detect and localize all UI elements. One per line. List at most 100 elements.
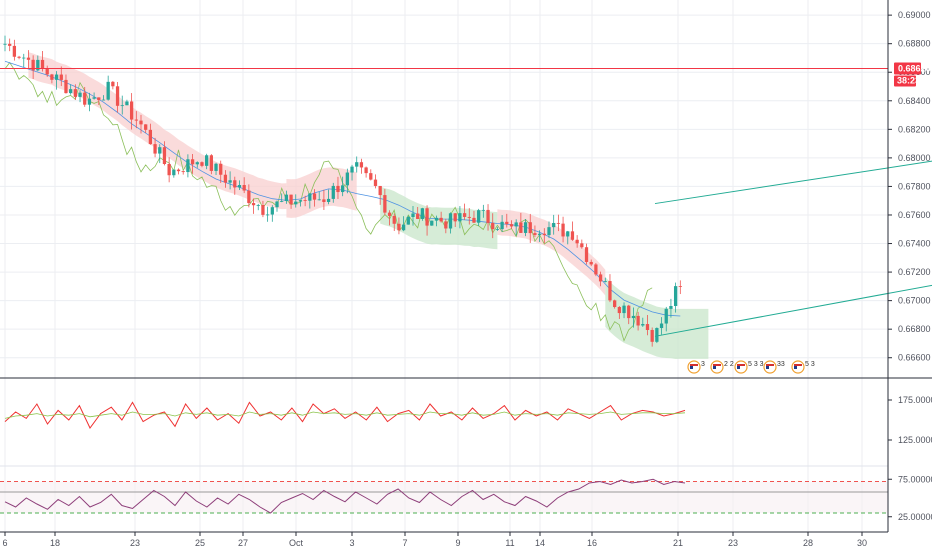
candle-body: [312, 193, 317, 200]
cloud-area: [605, 277, 709, 359]
candle-body: [561, 223, 565, 237]
time-scale[interactable]: 6 18 23 25 27 Oct 3 7 9 11 14 16 21 23 28 30: [2, 532, 867, 548]
osc-line: [4, 478, 686, 514]
candle-body: [125, 101, 129, 106]
candle-body: [195, 162, 199, 165]
candle-body: [326, 198, 331, 202]
candle-body: [256, 205, 260, 206]
candle-body: [359, 162, 364, 168]
candle-body: [8, 43, 12, 46]
candle-body: [486, 209, 490, 223]
rsi-line: [4, 401, 686, 429]
candle-body: [233, 180, 237, 188]
candle-body: [341, 185, 345, 193]
candle-body: [139, 120, 143, 125]
candle-body: [458, 213, 462, 222]
candle-body: [265, 214, 270, 216]
time-tick-label: 7: [402, 538, 407, 548]
candle-body: [144, 124, 148, 130]
price-tick-label: 0.68000: [898, 153, 931, 163]
candle-body: [369, 173, 373, 180]
event-marker: 5 3 3: [734, 360, 764, 374]
price-tick-label: 0.67400: [898, 239, 931, 249]
economic-events-row[interactable]: 3 2 2 5 3 3 33 5 3: [687, 360, 815, 374]
candle-body: [73, 89, 77, 97]
price-channel[interactable]: [654, 41, 932, 337]
rsi-indicator-pane: 175.00000 125.00000: [4, 395, 932, 445]
candle-body: [148, 129, 153, 145]
candle-body: [659, 323, 664, 329]
candle-body: [26, 57, 31, 60]
candle-body: [162, 147, 167, 165]
candle-body: [317, 199, 321, 201]
time-tick-label: 27: [238, 538, 248, 548]
candle-body: [542, 233, 546, 236]
flag-stripe: [713, 364, 721, 366]
candle-body: [598, 274, 603, 282]
candle-body: [500, 221, 504, 230]
candle-body: [22, 57, 26, 59]
candle-body: [87, 98, 92, 105]
candle-body: [69, 89, 73, 94]
flag-stripe: [794, 364, 802, 366]
osc-tick-label: 25.00000: [898, 512, 932, 522]
us-flag-icon: [687, 360, 701, 374]
oscillator-indicator-pane: 75.00000 25.00000: [0, 474, 932, 522]
candle-body: [50, 74, 54, 80]
time-tick-label: 21: [673, 538, 683, 548]
event-marker: 33: [763, 360, 785, 374]
candle-body: [190, 159, 195, 165]
us-flag-icon: [710, 360, 724, 374]
candle-body: [472, 217, 476, 223]
candle-body: [83, 92, 87, 105]
time-tick-label: 18: [50, 538, 60, 548]
candle-body: [411, 213, 415, 217]
candle-body: [270, 207, 274, 215]
candle-body: [298, 200, 303, 202]
candle-body: [519, 222, 523, 233]
candle-body: [12, 45, 17, 57]
time-tick-label: 11: [505, 538, 514, 548]
candle-body: [101, 99, 106, 101]
candle-body: [641, 324, 645, 326]
candle-body: [331, 185, 335, 199]
candle-body: [533, 233, 537, 235]
candle-body: [613, 300, 617, 308]
candlestick-series: [3, 35, 682, 347]
event-marker: 3: [687, 360, 705, 374]
candle-body: [59, 74, 63, 80]
event-marker: 5 3: [791, 360, 815, 374]
event-label: 33: [777, 361, 785, 368]
time-tick-label: 23: [130, 538, 140, 548]
candle-body: [40, 59, 45, 69]
candle-body: [622, 305, 626, 314]
candle-body: [462, 213, 467, 217]
candle-body: [566, 231, 570, 237]
price-tick-label: 0.68800: [898, 39, 931, 49]
rsi-tick-label: 125.00000: [898, 435, 932, 445]
candle-body: [673, 286, 678, 307]
osc-tick-label: 75.00000: [898, 474, 932, 484]
candle-body: [420, 208, 425, 219]
candle-body: [481, 209, 485, 211]
candle-body: [514, 222, 518, 227]
flag-canton: [713, 366, 716, 369]
time-tick-label: 23: [728, 538, 738, 548]
event-label: 2 2: [724, 361, 734, 368]
candle-body: [636, 315, 640, 326]
channel-lower-line: [654, 284, 932, 337]
candle-body: [537, 233, 542, 235]
flag-canton: [794, 366, 797, 369]
candle-body: [172, 169, 176, 176]
candle-body: [387, 212, 392, 216]
candle-body: [64, 79, 68, 94]
time-tick-label: 9: [455, 538, 460, 548]
candle-body: [509, 224, 514, 227]
time-tick-label: 30: [857, 538, 867, 548]
candle-body: [650, 329, 654, 342]
candle-body: [580, 243, 584, 248]
candle-body: [491, 222, 495, 230]
candle-body: [289, 194, 293, 205]
